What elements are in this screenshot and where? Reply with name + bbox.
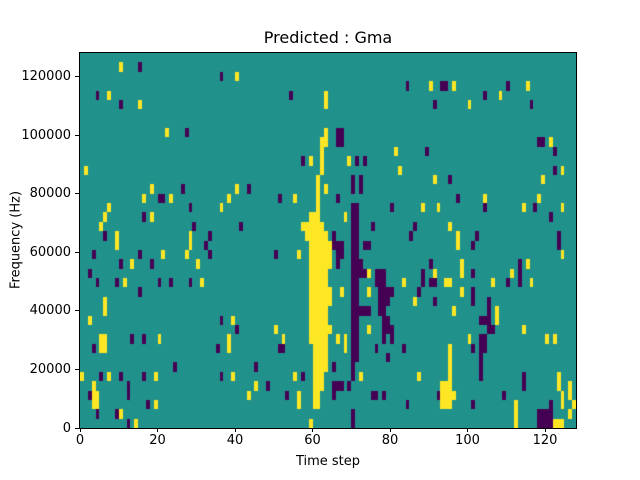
y-tick-mark: [75, 134, 79, 136]
x-tick-label: 60: [304, 433, 321, 448]
x-tick-mark: [312, 428, 313, 432]
x-tick-label: 20: [149, 433, 166, 448]
y-tick-label: 40000: [29, 303, 71, 319]
x-tick-mark: [467, 428, 468, 432]
x-tick-mark: [234, 428, 236, 432]
y-tick-label: 80000: [29, 186, 71, 202]
y-axis-label: Frequency (Hz): [8, 190, 24, 290]
x-tick-label: 0: [75, 433, 85, 448]
x-tick-label: 80: [381, 433, 399, 448]
y-tick-mark: [75, 427, 79, 429]
chart-title: Predicted : Gma: [263, 28, 393, 47]
y-tick-mark: [75, 251, 79, 253]
y-tick-mark: [75, 193, 79, 195]
y-tick-label: 120000: [21, 68, 71, 84]
x-tick-label: 120: [532, 433, 558, 448]
x-tick-mark: [389, 428, 391, 432]
heatmap-canvas: [80, 53, 576, 428]
plot-area: [79, 52, 577, 429]
y-tick-label: 0: [62, 420, 71, 436]
y-tick-mark: [75, 310, 79, 312]
x-tick-label: 100: [455, 433, 480, 448]
x-axis-label: Time step: [295, 454, 361, 469]
y-tick-mark: [75, 75, 79, 77]
y-tick-label: 60000: [29, 244, 71, 260]
x-tick-mark: [157, 428, 158, 432]
x-tick-mark: [544, 428, 546, 432]
x-tick-label: 40: [226, 433, 244, 448]
y-tick-label: 100000: [21, 127, 71, 143]
x-tick-mark: [79, 428, 81, 432]
y-tick-mark: [75, 368, 79, 370]
y-tick-label: 20000: [29, 361, 71, 377]
